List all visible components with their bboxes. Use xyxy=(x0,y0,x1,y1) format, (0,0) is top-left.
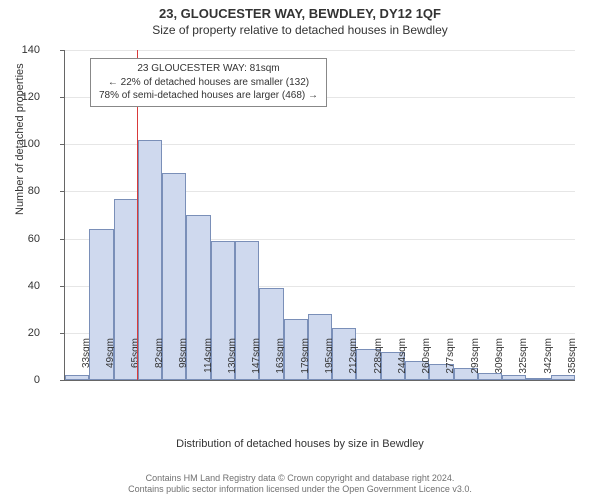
ytick-mark xyxy=(60,191,65,192)
ytick-mark xyxy=(60,50,65,51)
ytick-label: 0 xyxy=(10,374,40,386)
footer-line1: Contains HM Land Registry data © Crown c… xyxy=(0,473,600,485)
ytick-mark xyxy=(60,333,65,334)
annotation-line1: 23 GLOUCESTER WAY: 81sqm xyxy=(99,62,318,76)
ytick-label: 140 xyxy=(10,44,40,56)
x-axis-label: Distribution of detached houses by size … xyxy=(0,438,600,450)
ytick-label: 60 xyxy=(10,233,40,245)
ytick-label: 20 xyxy=(10,327,40,339)
annotation-line3: 78% of semi-detached houses are larger (… xyxy=(99,89,318,103)
ytick-mark xyxy=(60,97,65,98)
ytick-mark xyxy=(60,144,65,145)
ytick-label: 100 xyxy=(10,138,40,150)
xtick-label: 358sqm xyxy=(567,338,578,384)
footer-line2: Contains public sector information licen… xyxy=(0,484,600,496)
chart-container: 23, GLOUCESTER WAY, BEWDLEY, DY12 1QF Si… xyxy=(0,0,600,500)
annotation-line2: ← 22% of detached houses are smaller (13… xyxy=(99,76,318,90)
chart-subtitle: Size of property relative to detached ho… xyxy=(0,21,600,37)
annotation-box: 23 GLOUCESTER WAY: 81sqm ← 22% of detach… xyxy=(90,58,327,107)
ytick-label: 40 xyxy=(10,280,40,292)
footer: Contains HM Land Registry data © Crown c… xyxy=(0,473,600,496)
ytick-mark xyxy=(60,286,65,287)
gridline xyxy=(65,50,575,51)
chart-title: 23, GLOUCESTER WAY, BEWDLEY, DY12 1QF xyxy=(0,0,600,21)
ytick-mark xyxy=(60,239,65,240)
ytick-mark xyxy=(60,380,65,381)
ytick-label: 120 xyxy=(10,91,40,103)
ytick-label: 80 xyxy=(10,185,40,197)
